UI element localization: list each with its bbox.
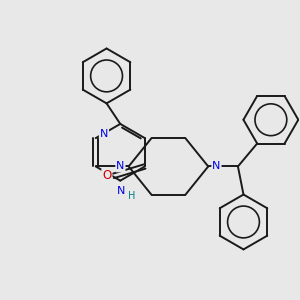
- Text: O: O: [102, 169, 112, 182]
- Text: N: N: [117, 186, 125, 196]
- Text: N: N: [116, 161, 124, 172]
- Text: N: N: [100, 128, 108, 139]
- Text: H: H: [128, 191, 135, 201]
- Text: N: N: [212, 161, 220, 172]
